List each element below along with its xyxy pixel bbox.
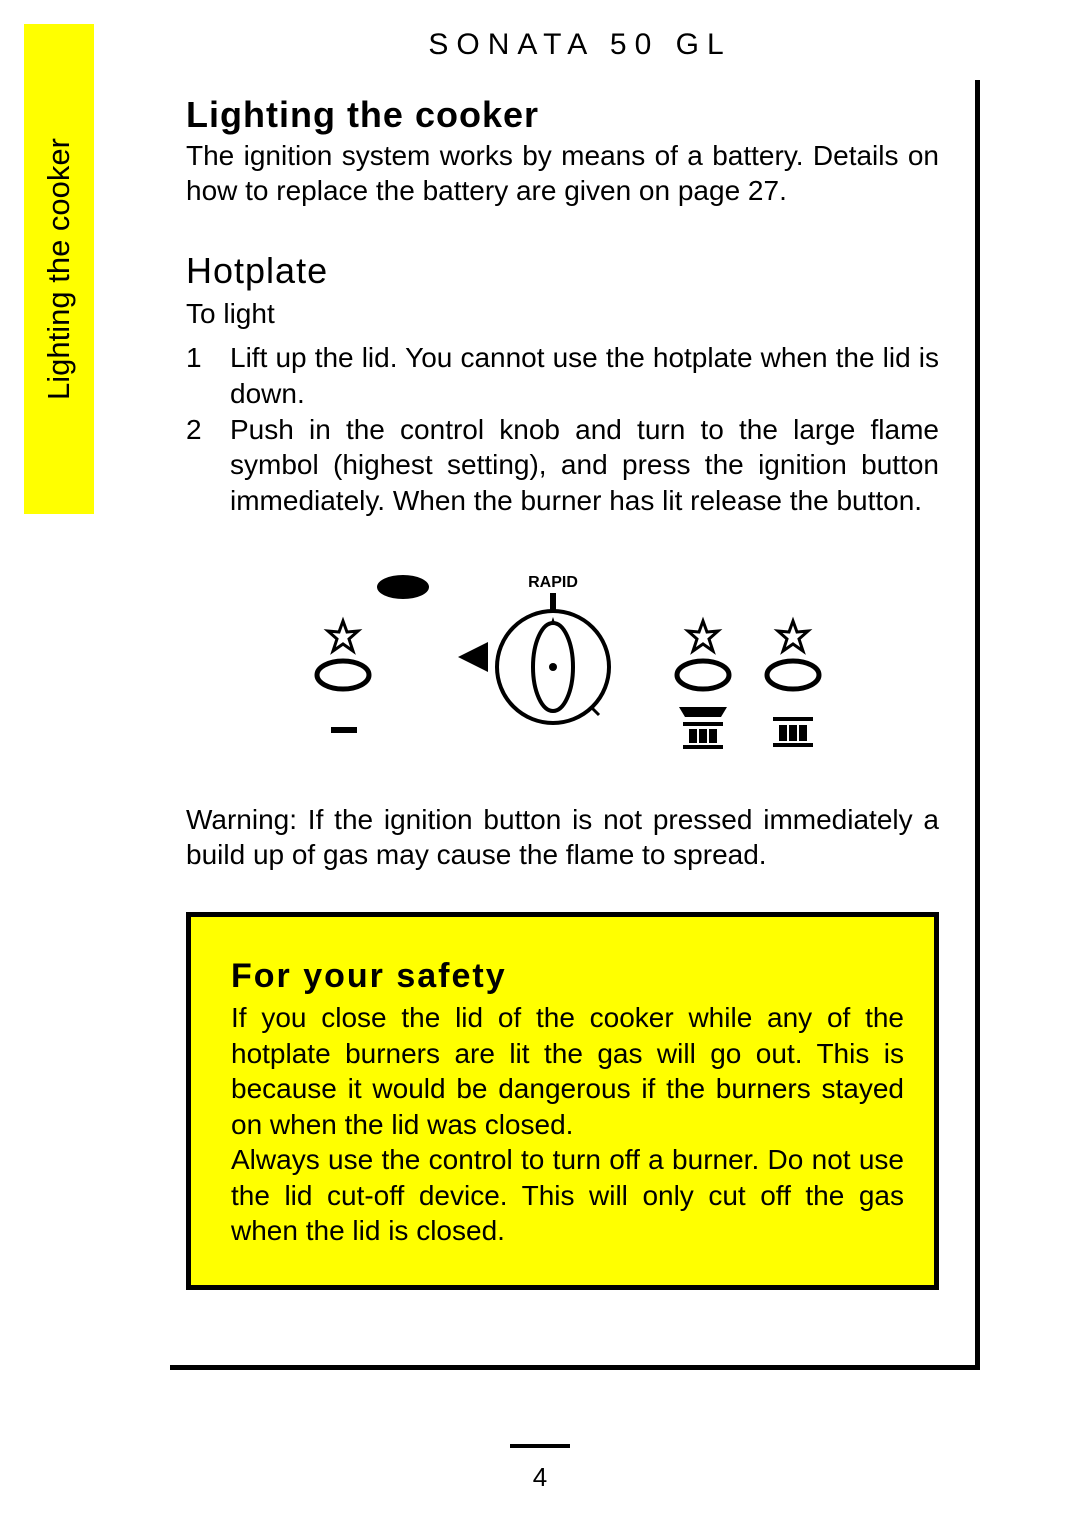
side-tab-label: Lighting the cooker xyxy=(41,138,77,400)
list-item: 2 Push in the control knob and turn to t… xyxy=(186,412,939,519)
step-text: Lift up the lid. You cannot use the hotp… xyxy=(230,340,939,412)
safety-para-2: Always use the control to turn off a bur… xyxy=(231,1142,904,1249)
list-item: 1 Lift up the lid. You cannot use the ho… xyxy=(186,340,939,412)
safety-title: For your safety xyxy=(231,957,904,996)
hotplate-warning: Warning: If the ignition button is not p… xyxy=(186,802,939,872)
hotplate-steps-list: 1 Lift up the lid. You cannot use the ho… xyxy=(186,340,939,519)
section-subheading-tolight: To light xyxy=(186,298,939,330)
rapid-label: RAPID xyxy=(528,574,578,591)
page-number: 4 xyxy=(0,1462,1080,1493)
high-flame-pointer-icon xyxy=(458,642,488,672)
safety-para-1: If you close the lid of the cooker while… xyxy=(231,1000,904,1142)
safety-box: For your safety If you close the lid of … xyxy=(186,912,939,1290)
diagram-svg: RAPID xyxy=(283,557,843,767)
page-footer: 4 xyxy=(0,1444,1080,1493)
knob-off-tick-icon xyxy=(591,707,599,715)
knob-center-icon xyxy=(549,663,557,671)
burner-left-icon xyxy=(317,621,369,733)
step-text: Push in the control knob and turn to the… xyxy=(230,412,939,519)
control-knob-diagram: RAPID xyxy=(283,557,843,772)
step-number: 1 xyxy=(186,340,230,412)
section-title-hotplate: Hotplate xyxy=(186,250,939,292)
knob-top-tick-icon xyxy=(550,593,556,611)
section-body-lighting: The ignition system works by means of a … xyxy=(186,138,939,208)
burner-right-2-icon xyxy=(767,621,819,747)
manual-page: Lighting the cooker SONATA 50 GL Lightin… xyxy=(0,0,1080,1529)
section-title-lighting: Lighting the cooker xyxy=(186,94,939,136)
burner-right-1-icon xyxy=(677,621,729,749)
side-tab: Lighting the cooker xyxy=(24,24,94,514)
step-number: 2 xyxy=(186,412,230,519)
product-header: SONATA 50 GL xyxy=(170,28,990,62)
ignition-button-icon xyxy=(377,575,429,599)
knob-flame-mark-icon xyxy=(551,617,555,623)
content-frame: Lighting the cooker The ignition system … xyxy=(170,80,980,1370)
footer-rule-icon xyxy=(510,1444,570,1448)
